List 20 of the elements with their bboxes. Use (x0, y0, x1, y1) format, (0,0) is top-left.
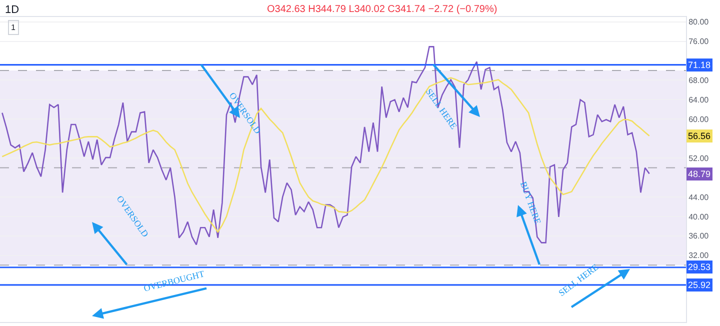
chart-title: 1D (5, 4, 20, 16)
y-tick-label: 76.00 (688, 37, 710, 46)
ref-line-label: 29.53 (688, 262, 711, 272)
y-tick-label: 44.00 (688, 192, 710, 202)
annotation: 56.56 (688, 131, 711, 141)
line-series (2, 46, 650, 246)
ref-line-label: 25.92 (688, 280, 711, 290)
annotation: BUY HERE (518, 180, 544, 226)
y-tick-label: 32.00 (688, 251, 710, 260)
y-tick-label: 36.00 (688, 232, 710, 241)
y-tick-label: 64.00 (688, 96, 710, 104)
y-tick-label: 68.00 (688, 76, 710, 86)
y-tick-label: 60.00 (688, 114, 710, 124)
y-tick-label: 52.00 (688, 154, 710, 163)
annotation: 1 (11, 23, 16, 32)
ref-line-label: 71.18 (688, 60, 711, 70)
y-tick-label: 80.00 (688, 18, 710, 27)
chart-subtitle: O342.63 H344.79 L340.02 C341.74 −2.72 (−0.79%) (267, 4, 498, 15)
y-tick-label: 40.00 (688, 212, 710, 222)
annotation: 48.79 (688, 169, 711, 179)
